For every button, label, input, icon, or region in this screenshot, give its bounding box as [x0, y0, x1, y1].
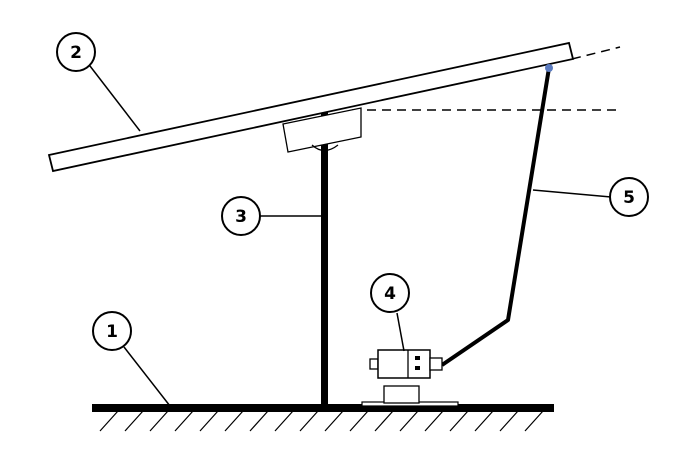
hatch-line	[124, 410, 144, 432]
leader-line-4	[396, 312, 405, 352]
linkage-arm	[440, 67, 551, 367]
hatch-line	[524, 410, 544, 432]
hatch-line	[499, 410, 519, 432]
callout-label: 3	[235, 207, 247, 227]
hatch-line	[324, 410, 344, 432]
hatch-line	[449, 410, 469, 432]
hatch-line	[274, 410, 294, 432]
callout-label: 4	[384, 284, 396, 304]
callout-3: 3	[221, 196, 261, 236]
motor-terminal	[415, 356, 420, 360]
callout-label: 2	[70, 43, 82, 63]
hatch-line	[174, 410, 194, 432]
motor-shaft-coupling	[429, 357, 443, 371]
hatch-line	[199, 410, 219, 432]
motor-mount-block	[383, 385, 420, 404]
leader-lines	[89, 65, 612, 407]
ground-hatching	[99, 410, 544, 432]
hatch-line	[424, 410, 444, 432]
callout-2: 2	[56, 32, 96, 72]
motor-housing	[377, 349, 431, 379]
support-post	[321, 112, 328, 405]
actuator-motor	[361, 349, 459, 407]
callout-label: 1	[106, 322, 118, 342]
motor-terminal	[415, 366, 420, 370]
pivot-hinge-arc	[311, 144, 339, 152]
callout-5: 5	[609, 177, 649, 217]
hatch-line	[299, 410, 319, 432]
hatch-line	[224, 410, 244, 432]
callout-4: 4	[370, 273, 410, 313]
callout-circle	[609, 177, 649, 217]
hatch-line	[249, 410, 269, 432]
callout-circle	[221, 196, 261, 236]
motor-end-cap-left	[369, 358, 379, 370]
panel-extension-line	[571, 46, 621, 60]
callout-circle	[56, 32, 96, 72]
hatch-line	[149, 410, 169, 432]
leader-line-5	[532, 189, 612, 198]
leader-line-2	[89, 65, 141, 132]
pivot-dot	[545, 64, 553, 72]
callout-circle	[370, 273, 410, 313]
pivot-bracket	[282, 107, 362, 153]
hatch-line	[474, 410, 494, 432]
callout-circle	[92, 311, 132, 351]
callout-label: 5	[623, 188, 635, 208]
hatch-line	[349, 410, 369, 432]
hatch-line	[399, 410, 419, 432]
hatch-line	[374, 410, 394, 432]
hatch-line	[99, 410, 119, 432]
callout-1: 1	[92, 311, 132, 351]
leader-line-1	[123, 346, 171, 407]
ground-base	[92, 404, 554, 412]
solar-panel	[47, 41, 575, 173]
